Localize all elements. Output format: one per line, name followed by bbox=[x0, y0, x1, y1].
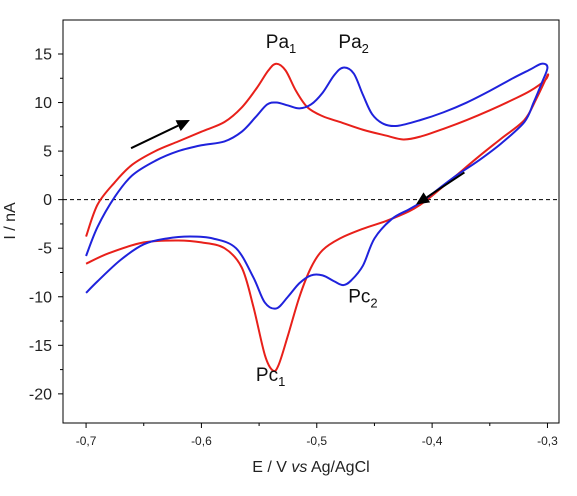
arrow-shaft bbox=[130, 124, 179, 150]
axis-ticks bbox=[58, 53, 548, 428]
x-tick-label: -0,6 bbox=[191, 434, 212, 448]
cv-curve-1 bbox=[85, 62, 550, 373]
arrow-shaft bbox=[426, 171, 465, 199]
peak-label-pc2: Pc2 bbox=[348, 287, 377, 311]
peak-label-pa1: Pa1 bbox=[266, 32, 296, 56]
x-tick-label: -0,5 bbox=[306, 434, 327, 448]
x-tick-label: -0,3 bbox=[537, 434, 558, 448]
y-tick-label: -15 bbox=[29, 338, 52, 355]
arrow-head bbox=[175, 120, 190, 132]
plot-frame bbox=[62, 19, 560, 424]
x-axis-title: E / V vs Ag/AgCl bbox=[252, 459, 369, 476]
x-axis-title-part-1: E / V bbox=[252, 459, 291, 476]
x-tick-label: -0,4 bbox=[422, 434, 443, 448]
peak-label-pa2: Pa2 bbox=[338, 32, 368, 56]
y-tick-label: 0 bbox=[43, 192, 52, 209]
y-tick-label: -5 bbox=[38, 241, 52, 258]
peak-labels: Pa1 Pa2 Pc2 Pc1 bbox=[256, 32, 378, 389]
axis-tick-labels: -0,7 -0,6 -0,5 -0,4 -0,3 15 10 5 0 -5 -10 -15 -20 bbox=[29, 46, 558, 448]
data-series bbox=[85, 62, 550, 373]
cv-curve-2 bbox=[85, 62, 549, 310]
peak-label-pc1: Pc1 bbox=[256, 365, 285, 389]
y-tick-label: -20 bbox=[29, 386, 52, 403]
y-tick-label: -10 bbox=[29, 289, 52, 306]
y-tick-label: 5 bbox=[43, 144, 52, 161]
x-axis-title-italic: vs bbox=[291, 459, 307, 476]
x-tick-label: -0,7 bbox=[76, 434, 97, 448]
x-axis-title-part-2: Ag/AgCl bbox=[307, 459, 369, 476]
y-tick-label: 15 bbox=[34, 46, 52, 63]
y-tick-label: 10 bbox=[34, 95, 52, 112]
scan-direction-arrows bbox=[130, 120, 465, 205]
y-axis-title: I / nA bbox=[2, 202, 19, 240]
arrow-head bbox=[415, 192, 431, 205]
